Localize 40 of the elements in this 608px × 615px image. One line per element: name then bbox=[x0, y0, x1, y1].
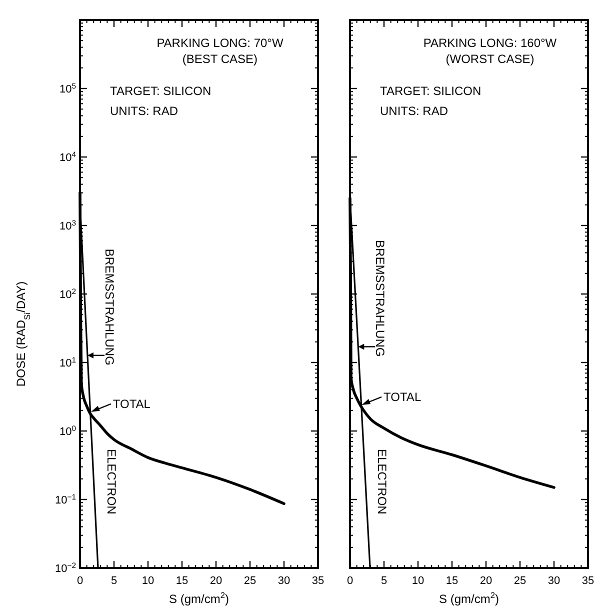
x-tick-label: 25 bbox=[244, 575, 256, 587]
annotation: TOTAL bbox=[384, 390, 422, 404]
text: PARKING LONG: 160°W bbox=[423, 36, 558, 50]
x-tick-label: 15 bbox=[446, 575, 458, 587]
x-tick-label: 25 bbox=[514, 575, 526, 587]
x-tick-label: 35 bbox=[312, 575, 324, 587]
x-tick-label: 5 bbox=[110, 575, 118, 587]
x-tick-label: 20 bbox=[480, 575, 492, 587]
x-tick-label: 30 bbox=[278, 575, 290, 587]
text: (WORST CASE) bbox=[446, 52, 534, 66]
y-tick-label: 10$^{−1}$ bbox=[54, 492, 76, 506]
y-tick-label: 10$^{1}$ bbox=[59, 355, 76, 370]
annotation: ELECTRON bbox=[375, 449, 390, 514]
y-tick-label: 10$^{3}$ bbox=[59, 218, 76, 232]
annotation: UNITS: RAD bbox=[380, 104, 448, 118]
y-tick-label: 10$^{4}$ bbox=[59, 150, 77, 164]
x-tick-label: 10 bbox=[412, 575, 424, 587]
x-tick-label: 0 bbox=[76, 575, 84, 587]
x-tick-label: 30 bbox=[548, 575, 560, 587]
annotation: TOTAL bbox=[112, 396, 151, 411]
y-tick-label: 10$^{2}$ bbox=[59, 286, 76, 301]
x-tick-label: 10 bbox=[142, 575, 154, 587]
annotation: ELECTRON bbox=[104, 449, 118, 514]
x-tick-label: 15 bbox=[176, 575, 188, 587]
x-axis-title: S (gm/cm$^{2}$) bbox=[438, 590, 500, 606]
x-tick-label: 0 bbox=[346, 575, 354, 587]
x-tick-label: 20 bbox=[210, 575, 222, 587]
text: (BEST CASE) bbox=[182, 52, 258, 66]
x-tick-label: 35 bbox=[582, 575, 594, 587]
x-axis-title: S (gm/cm$^{2}$) bbox=[168, 590, 230, 606]
annotation: BREMSSTRAHLUNG bbox=[373, 240, 388, 357]
text: PARKING LONG: 70°W bbox=[156, 36, 284, 50]
x-tick-label: 5 bbox=[380, 575, 388, 587]
y-tick-label: 10$^{0}$ bbox=[59, 424, 76, 438]
annotation: TARGET: SILICON bbox=[380, 84, 482, 98]
y-tick-label: 10$^{−2}$ bbox=[54, 560, 76, 575]
annotation: BREMSSTRAHLUNG bbox=[102, 248, 116, 366]
annotation: UNITS: RAD bbox=[110, 104, 178, 118]
y-tick-label: 10$^{5}$ bbox=[59, 81, 76, 96]
annotation: TARGET: SILICON bbox=[110, 84, 212, 98]
